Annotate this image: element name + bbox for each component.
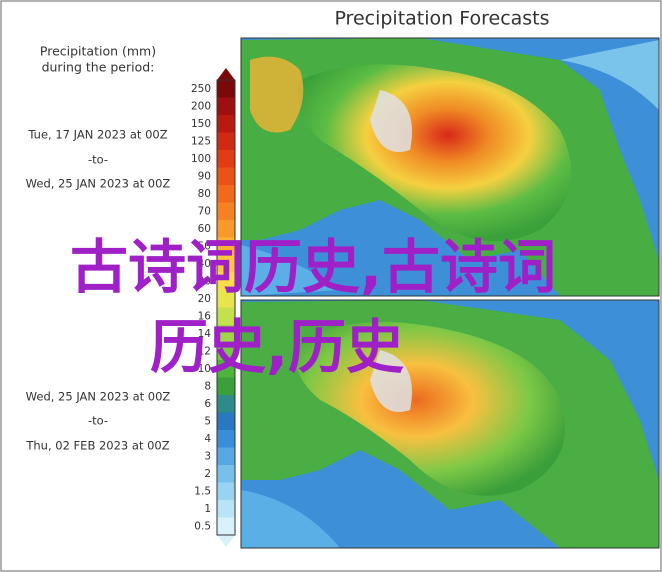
colorbar-tick-label: 150 [191, 118, 211, 130]
colorbar-cell [217, 115, 235, 133]
period-end: Wed, 25 JAN 2023 at 00Z [26, 177, 171, 191]
colorbar-cell [217, 412, 235, 431]
colorbar-cell [217, 430, 235, 448]
colorbar-cell [217, 307, 235, 326]
legend-title: during the period: [42, 60, 155, 75]
colorbar-cell [217, 202, 235, 221]
colorbar-arrow [217, 68, 235, 80]
colorbar-cell [217, 185, 235, 203]
overlay-text: 古诗词历史,古诗词 [70, 233, 557, 301]
colorbar-tick-label: 1 [204, 503, 211, 515]
colorbar-cell [217, 500, 235, 518]
colorbar-cell [217, 377, 235, 396]
colorbar-cell [217, 80, 235, 98]
period-start: Wed, 25 JAN 2023 at 00Z [26, 390, 171, 404]
colorbar-tick-label: 90 [198, 170, 211, 182]
colorbar-arrow [217, 535, 235, 547]
colorbar-tick-label: 70 [198, 205, 211, 217]
colorbar-tick-label: 60 [198, 223, 211, 235]
map-panel [241, 300, 659, 548]
overlay-text: 历史,历史 [150, 313, 405, 381]
colorbar-tick-label: 8 [204, 380, 211, 392]
colorbar-tick-label: 0.5 [194, 520, 211, 532]
colorbar-cell [217, 255, 235, 273]
colorbar-tick-label: 12 [198, 345, 211, 357]
colorbar-cell [217, 290, 235, 308]
colorbar-tick-label: 100 [191, 153, 211, 165]
colorbar-outline [216, 79, 236, 536]
colorbar-tick-label: 50 [198, 240, 211, 252]
colorbar-cell [217, 272, 235, 291]
colorbar-cell [217, 97, 235, 116]
title: Precipitation Forecasts [334, 8, 549, 30]
colorbar-tick-label: 125 [191, 135, 211, 147]
colorbar-tick-label: 6 [204, 398, 211, 410]
colorbar-cell [217, 342, 235, 361]
colorbar-tick-label: 200 [191, 100, 211, 112]
colorbar-tick-label: 1.5 [194, 485, 211, 497]
colorbar-cell [217, 482, 235, 501]
legend-title: Precipitation (mm) [40, 44, 156, 59]
period-to: -to- [88, 414, 108, 428]
colorbar-cell [217, 150, 235, 168]
period-end: Thu, 02 FEB 2023 at 00Z [25, 439, 169, 453]
colorbar-cell [217, 447, 235, 466]
colorbar-tick-label: 250 [191, 83, 211, 95]
colorbar-cell [217, 220, 235, 238]
colorbar-cell [217, 360, 235, 378]
period-to: -to- [88, 153, 108, 167]
colorbar-cell [217, 465, 235, 483]
colorbar-tick-label: 80 [198, 188, 211, 200]
colorbar-tick-label: 4 [204, 433, 211, 445]
colorbar-cell [217, 132, 235, 151]
colorbar-tick-label: 20 [198, 293, 211, 305]
colorbar-cell [217, 325, 235, 343]
colorbar: 2502001501251009080706050403020161412108… [191, 68, 236, 547]
colorbar-tick-label: 3 [204, 450, 211, 462]
period-start: Tue, 17 JAN 2023 at 00Z [27, 128, 167, 142]
map-panel [241, 38, 659, 296]
colorbar-cell [217, 237, 235, 256]
colorbar-tick-label: 16 [198, 310, 212, 322]
colorbar-cell [217, 517, 235, 536]
colorbar-tick-label: 14 [198, 328, 212, 340]
colorbar-tick-label: 40 [198, 258, 211, 270]
colorbar-tick-label: 2 [204, 468, 211, 480]
colorbar-cell [217, 167, 235, 186]
colorbar-tick-label: 10 [198, 363, 211, 375]
colorbar-tick-label: 5 [204, 415, 211, 427]
colorbar-cell [217, 395, 235, 413]
colorbar-tick-label: 30 [198, 275, 211, 287]
